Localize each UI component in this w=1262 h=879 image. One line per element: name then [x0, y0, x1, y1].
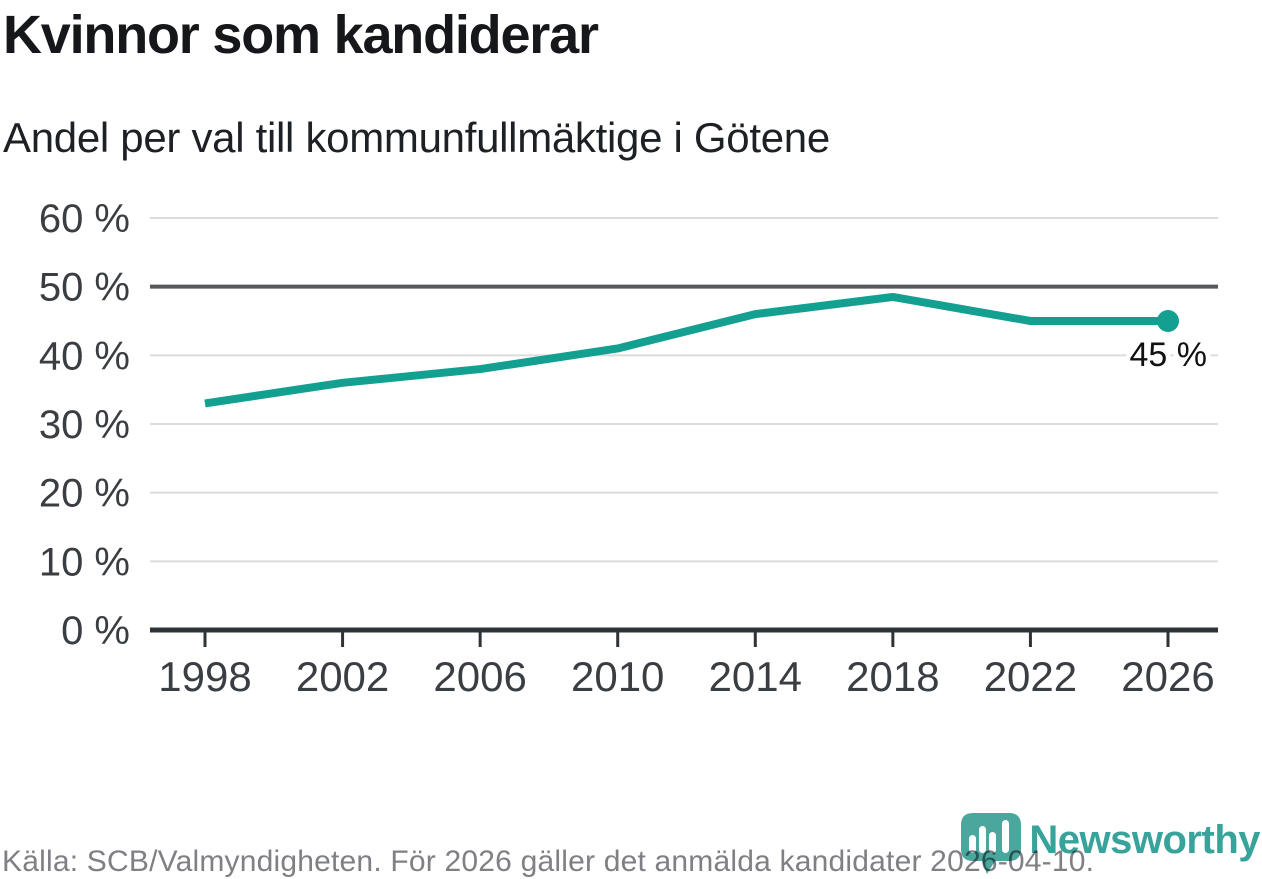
x-tick-label: 2010 — [571, 653, 664, 700]
y-tick-label: 40 % — [39, 334, 130, 378]
brand-wordmark: Newsworthy — [1029, 818, 1260, 862]
y-tick-label: 0 % — [61, 609, 130, 653]
end-point-dot — [1157, 310, 1179, 332]
x-tick-label: 2006 — [433, 653, 526, 700]
logo-bar — [989, 832, 997, 853]
x-tick-label: 2002 — [296, 653, 389, 700]
x-tick-label: 2014 — [709, 653, 802, 700]
logo-bar — [1002, 820, 1010, 853]
newsworthy-logo: Newsworthy — [961, 812, 1260, 876]
x-tick-label: 2018 — [846, 653, 939, 700]
x-tick-label: 1998 — [158, 653, 251, 700]
source-note: Källa: SCB/Valmyndigheten. För 2026 gäll… — [2, 845, 1095, 878]
newsworthy-pin-icon — [961, 813, 1022, 874]
y-tick-label: 20 % — [39, 472, 130, 516]
logo-bar — [979, 826, 987, 853]
data-line — [204, 292, 1168, 408]
y-tick-label: 50 % — [39, 266, 130, 310]
chart-subtitle: Andel per val till kommunfullmäktige i G… — [3, 114, 830, 161]
x-tick-label: 2026 — [1121, 653, 1214, 700]
chart-title: Kvinnor som kandiderar — [3, 5, 599, 65]
end-point-label: 45 % — [1130, 336, 1208, 374]
y-tick-label: 60 % — [39, 197, 130, 241]
chart-area: 0 % 10 % 20 % 30 % 40 % 50 % 60 % 1998 2002 2006 2… — [0, 190, 1262, 720]
x-tick-label: 2022 — [984, 653, 1077, 700]
line-chart-svg: 0 % 10 % 20 % 30 % 40 % 50 % 60 % 1998 2002 2006 2… — [39, 197, 1218, 700]
y-tick-label: 10 % — [39, 540, 130, 584]
y-tick-label: 30 % — [39, 403, 130, 447]
logo-bar — [969, 835, 977, 853]
